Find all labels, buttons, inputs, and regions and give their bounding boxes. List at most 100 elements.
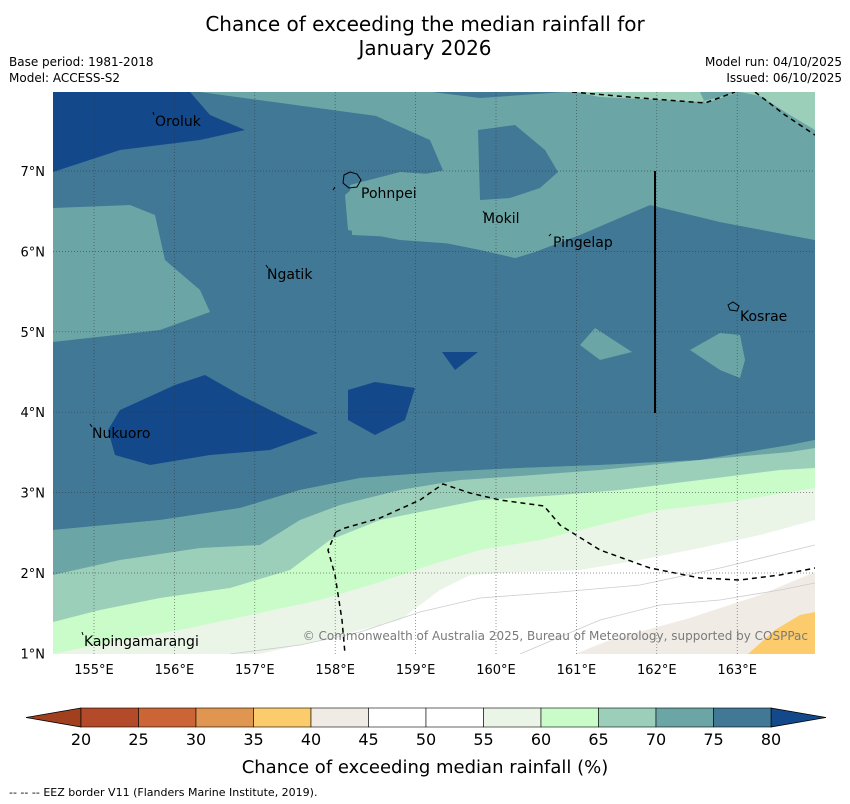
colorbar-under-arrow [25,707,82,728]
band-80-small [442,352,478,370]
colorbar-ticks: 20 25 30 35 40 45 50 55 60 65 70 75 80 [71,730,781,749]
colorbar-segment [253,707,312,728]
colorbar-segment [598,707,657,728]
band-35-40 [748,612,815,654]
colorbar-segment [368,707,427,728]
band-40-45 [575,572,815,654]
place-pohnpei: Pohnpei [361,186,417,202]
lon-label: 163°E [717,663,757,678]
colorbar-segment [655,707,714,728]
contour-line-2 [519,582,815,654]
lon-label: 162°E [637,663,677,678]
kosrae-outline [727,301,740,312]
gridlines [53,92,815,654]
pingelap-mark [548,233,552,237]
colorbar-segment [540,707,599,728]
colorbar-tick-label: 80 [761,730,781,749]
kapinga-mark [81,631,84,636]
contour-line-1 [229,544,815,654]
band-70-75-kosrae [690,333,745,378]
eez-line-south [335,483,815,581]
colorbar-segment [713,707,772,728]
place-labels: Oroluk Pohnpei Mokil Pingelap Ngatik Kos… [84,114,787,650]
colorbar-tick-label: 65 [588,730,608,749]
band-70-75-north [200,92,815,258]
eez-line-west [327,531,346,654]
colorbar-tick-label: 75 [703,730,723,749]
lat-label: 7°N [21,165,46,180]
band-80-center [348,382,415,435]
colorbar-segment [425,707,484,728]
lat-label: 1°N [21,647,46,662]
colorbar [25,707,827,728]
issued-date: Issued: 06/10/2025 [726,71,842,85]
colorbar-tick-label: 50 [416,730,436,749]
title-line-2: January 2026 [358,36,492,60]
islands [81,111,740,636]
ant-mark [332,186,336,191]
meta-right: Model run: 04/10/2025 Issued: 06/10/2025 [705,54,842,86]
base-period: Base period: 1981-2018 [9,55,154,69]
map-title: Chance of exceeding the median rainfall … [0,12,850,60]
colorbar-tick-label: 45 [358,730,378,749]
lon-label: 159°E [396,663,436,678]
lat-label: 4°N [21,406,46,421]
oroluk-mark [152,111,155,116]
lon-label: 161°E [557,663,597,678]
colorbar-segment [483,707,542,728]
lat-label: 2°N [21,567,46,582]
colorbar-tick-label: 70 [646,730,666,749]
colorbar-tick-label: 20 [71,730,91,749]
longitude-labels: 155°E 156°E 157°E 158°E 159°E 160°E 161°E 162°E… [74,663,757,678]
eez-line-north [571,92,736,104]
lon-label: 157°E [235,663,275,678]
lat-label: 5°N [21,326,46,341]
colorbar-tick-label: 60 [531,730,551,749]
lat-label: 6°N [21,245,46,260]
colorbar-segment [80,707,139,728]
place-nukuoro: Nukuoro [92,426,150,442]
place-kapingamarangi: Kapingamarangi [84,634,199,650]
colorbar-tick-label: 25 [128,730,148,749]
band-80-south [108,375,318,465]
lon-label: 156°E [155,663,195,678]
place-mokil: Mokil [483,211,520,227]
band-70-75-west [53,205,210,342]
band-45-55 [260,520,815,654]
place-pingelap: Pingelap [553,235,613,251]
colorbar-tick-label: 35 [243,730,263,749]
eez-line-ne [754,92,815,136]
contour-fill [53,92,815,654]
colorbar-segment [138,707,197,728]
colorbar-tick-label: 40 [301,730,321,749]
band-80-north [53,92,245,172]
colorbar-over-arrow [770,707,827,728]
copyright-text: © Commonwealth of Australia 2025, Bureau… [303,629,808,643]
model-run: Model run: 04/10/2025 [704,55,842,69]
lon-label: 160°E [476,663,516,678]
band-65-70-ne [575,92,815,130]
lon-label: 155°E [74,663,114,678]
model-name: Model: ACCESS-S2 [9,71,121,85]
lat-label: 3°N [21,487,46,502]
ngatik-mark [265,264,269,269]
band-75-80-mokil [478,125,558,200]
eez-legend-text: EEZ border V11 (Flanders Marine Institut… [43,786,318,799]
place-ngatik: Ngatik [267,267,313,283]
colorbar-segment [310,707,369,728]
eez-borders [327,92,815,654]
nukuoro-mark [89,423,93,428]
mokil-mark [482,210,486,215]
band-70-75-patch [580,328,632,360]
footer: -- -- -- EEZ border V11 (Flanders Marine… [9,786,317,799]
place-kosrae: Kosrae [740,309,787,325]
colorbar-tick-label: 30 [186,730,206,749]
eez-legend-dashes: -- -- -- [9,786,40,799]
title-line-1: Chance of exceeding the median rainfall … [205,12,645,36]
meta-left: Base period: 1981-2018 Model: ACCESS-S2 [9,54,154,86]
latitude-labels: 7°N 6°N 5°N 4°N 3°N 2°N 1°N [21,165,46,662]
colorbar-tick-label: 55 [473,730,493,749]
colorbar-segment [195,707,254,728]
pohnpei-outline [342,171,362,189]
